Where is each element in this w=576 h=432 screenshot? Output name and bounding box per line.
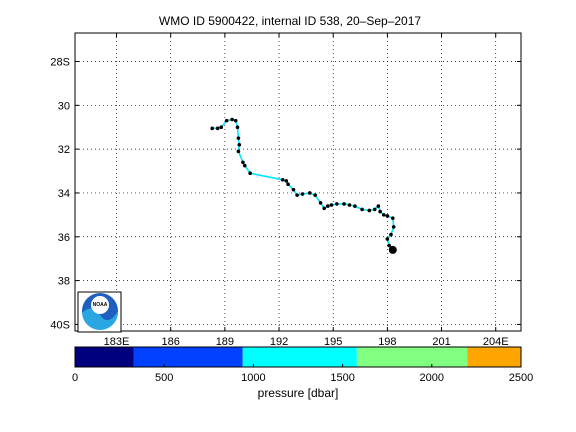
pressure-colorbar: 0 500 1000 1500 2000 2500 (72, 346, 533, 384)
track-point (236, 136, 241, 140)
noaa-logo: NOAA (77, 291, 122, 333)
track-point (342, 202, 346, 206)
track-point (347, 203, 352, 207)
x-tick-label: 201 (432, 336, 450, 348)
x-tick-label: 183E (104, 336, 130, 348)
noaa-logo-text: NOAA (93, 302, 108, 308)
track-point (367, 208, 372, 213)
colorbar-tick-label: 2000 (420, 372, 444, 384)
x-tick-label: 192 (270, 336, 288, 348)
y-tick-label: 32 (58, 144, 70, 156)
track-point (224, 118, 229, 123)
map-plot-area: 183E 186 189 192 195 198 201 204E 28S 30 32 34 36 38 4… (50, 32, 522, 348)
track-point (313, 193, 317, 197)
track-point (286, 182, 290, 186)
track-point (353, 204, 357, 208)
x-tick-label: 204E (483, 336, 509, 348)
track-point (215, 126, 220, 131)
track-point (387, 243, 391, 248)
track-point (235, 125, 240, 130)
track-point (378, 209, 382, 214)
track-point (280, 178, 285, 182)
y-tick-label: 38 (58, 276, 70, 288)
track-point (210, 126, 215, 131)
track-point (242, 163, 247, 168)
colorbar-band (133, 347, 243, 367)
x-tick-label: 195 (324, 336, 342, 348)
track-point (385, 237, 390, 241)
track-point (237, 142, 242, 147)
track-point (248, 171, 252, 176)
track-point (335, 202, 339, 206)
plot-background (75, 33, 521, 331)
colorbar-tick-label: 1500 (330, 372, 354, 384)
track-point (318, 201, 323, 205)
track-point (389, 232, 393, 237)
colorbar-tick-label: 1000 (241, 372, 265, 384)
track-point (372, 207, 377, 212)
plot-frame (74, 32, 522, 332)
track-point (391, 225, 396, 229)
track-point (295, 193, 299, 197)
track-point (322, 206, 326, 211)
track-point (219, 125, 224, 130)
colorbar-band (75, 347, 134, 367)
track-point (241, 160, 245, 165)
colorbar-tick-label: 500 (155, 372, 173, 384)
colorbar-band (242, 347, 357, 367)
track-point (325, 204, 330, 208)
x-tick-label: 189 (216, 336, 234, 348)
colorbar-frame (74, 346, 522, 368)
track-point (284, 179, 289, 183)
y-tick-label: 34 (58, 188, 70, 200)
track-point (376, 204, 381, 208)
track-point (230, 117, 234, 122)
track-point (381, 213, 386, 217)
y-tick-label: 30 (58, 100, 70, 112)
chart-title: WMO ID 5900422, internal ID 538, 20–Sep–… (159, 14, 421, 28)
track-point (329, 203, 334, 207)
track-point (385, 214, 390, 218)
x-tick-label: 186 (162, 336, 180, 348)
track-point-latest (388, 245, 397, 254)
y-tick-label: 28S (50, 56, 70, 68)
track-point (360, 207, 364, 212)
x-tick-label: 198 (378, 336, 396, 348)
y-tick-label: 36 (58, 232, 70, 244)
track-point (291, 187, 296, 192)
colorbar-band (467, 347, 521, 367)
track-point (236, 149, 241, 154)
colorbar-band (356, 347, 468, 367)
colorbar-label: pressure [dbar] (258, 386, 339, 400)
track-point (390, 216, 395, 220)
colorbar-tick-label: 0 (72, 372, 78, 384)
track-point (300, 192, 305, 196)
track-point (233, 118, 238, 123)
y-tick-label: 40S (50, 319, 70, 331)
track-point (307, 191, 312, 195)
colorbar-tick-label: 2500 (509, 372, 533, 384)
